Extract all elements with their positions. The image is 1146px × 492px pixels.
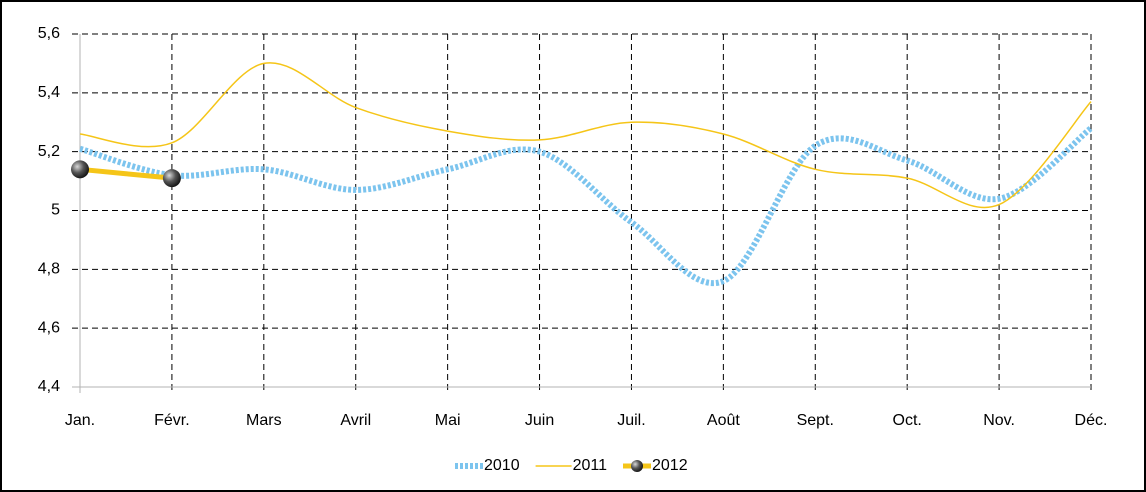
y-tick-label: 4,8 — [38, 261, 60, 278]
x-tick-label: Août — [707, 412, 740, 429]
marker — [162, 169, 181, 188]
x-tick-label: Févr. — [154, 412, 190, 429]
legend-marker — [631, 460, 643, 472]
y-tick-label: 5 — [51, 202, 60, 219]
legend-label: 2010 — [484, 457, 520, 474]
y-tick-label: 5,2 — [38, 143, 60, 160]
x-tick-label: Mars — [246, 412, 282, 429]
x-tick-label: Nov. — [983, 412, 1015, 429]
x-tick-label: Juil. — [617, 412, 645, 429]
y-tick-label: 5,4 — [38, 84, 60, 101]
x-tick-label: Avril — [340, 412, 371, 429]
x-tick-label: Déc. — [1075, 412, 1108, 429]
x-tick-label: Oct. — [893, 412, 922, 429]
legend-label: 2011 — [573, 457, 608, 474]
x-tick-label: Juin — [525, 412, 554, 429]
legend-label: 2012 — [652, 457, 688, 474]
series-line — [79, 125, 1093, 287]
x-tick-label: Jan. — [65, 412, 95, 429]
y-tick-label: 4,4 — [38, 378, 60, 395]
y-tick-label: 5,6 — [38, 25, 60, 42]
x-tick-label: Mai — [435, 412, 461, 429]
x-tick-label: Sept. — [797, 412, 834, 429]
marker — [71, 160, 89, 179]
y-tick-label: 4,6 — [38, 319, 60, 336]
series-line — [79, 62, 1092, 209]
